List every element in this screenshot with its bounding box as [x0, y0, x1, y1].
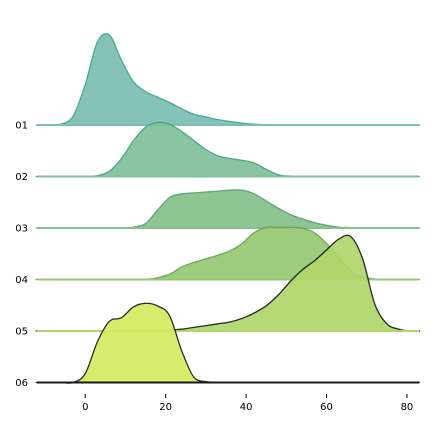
- x-tick-label: 60: [320, 402, 333, 413]
- ridge-plot-area: [35, 33, 421, 384]
- ridge-label-03: 03: [15, 224, 28, 235]
- x-tick-label: 20: [159, 402, 172, 413]
- ridge-label-06: 06: [15, 378, 28, 389]
- ridge-label-01: 01: [15, 121, 28, 132]
- x-tick-label: 0: [82, 402, 88, 413]
- x-axis-ticks: 0 20 40 60 80: [82, 394, 413, 413]
- ridge-area-05: [36, 235, 420, 332]
- y-tick-labels: 01 02 03 04 05 06: [15, 121, 28, 390]
- ridge-area-03: [36, 189, 420, 229]
- x-tick-label: 80: [401, 402, 414, 413]
- ridge-label-04: 04: [15, 275, 28, 286]
- x-tick-label: 40: [240, 402, 253, 413]
- ridge-area-01: [36, 33, 420, 126]
- ridge-area-06: [36, 303, 420, 384]
- ridge-label-02: 02: [15, 172, 28, 183]
- ridge-label-05: 05: [15, 327, 28, 338]
- ridge-area-02: [36, 122, 420, 177]
